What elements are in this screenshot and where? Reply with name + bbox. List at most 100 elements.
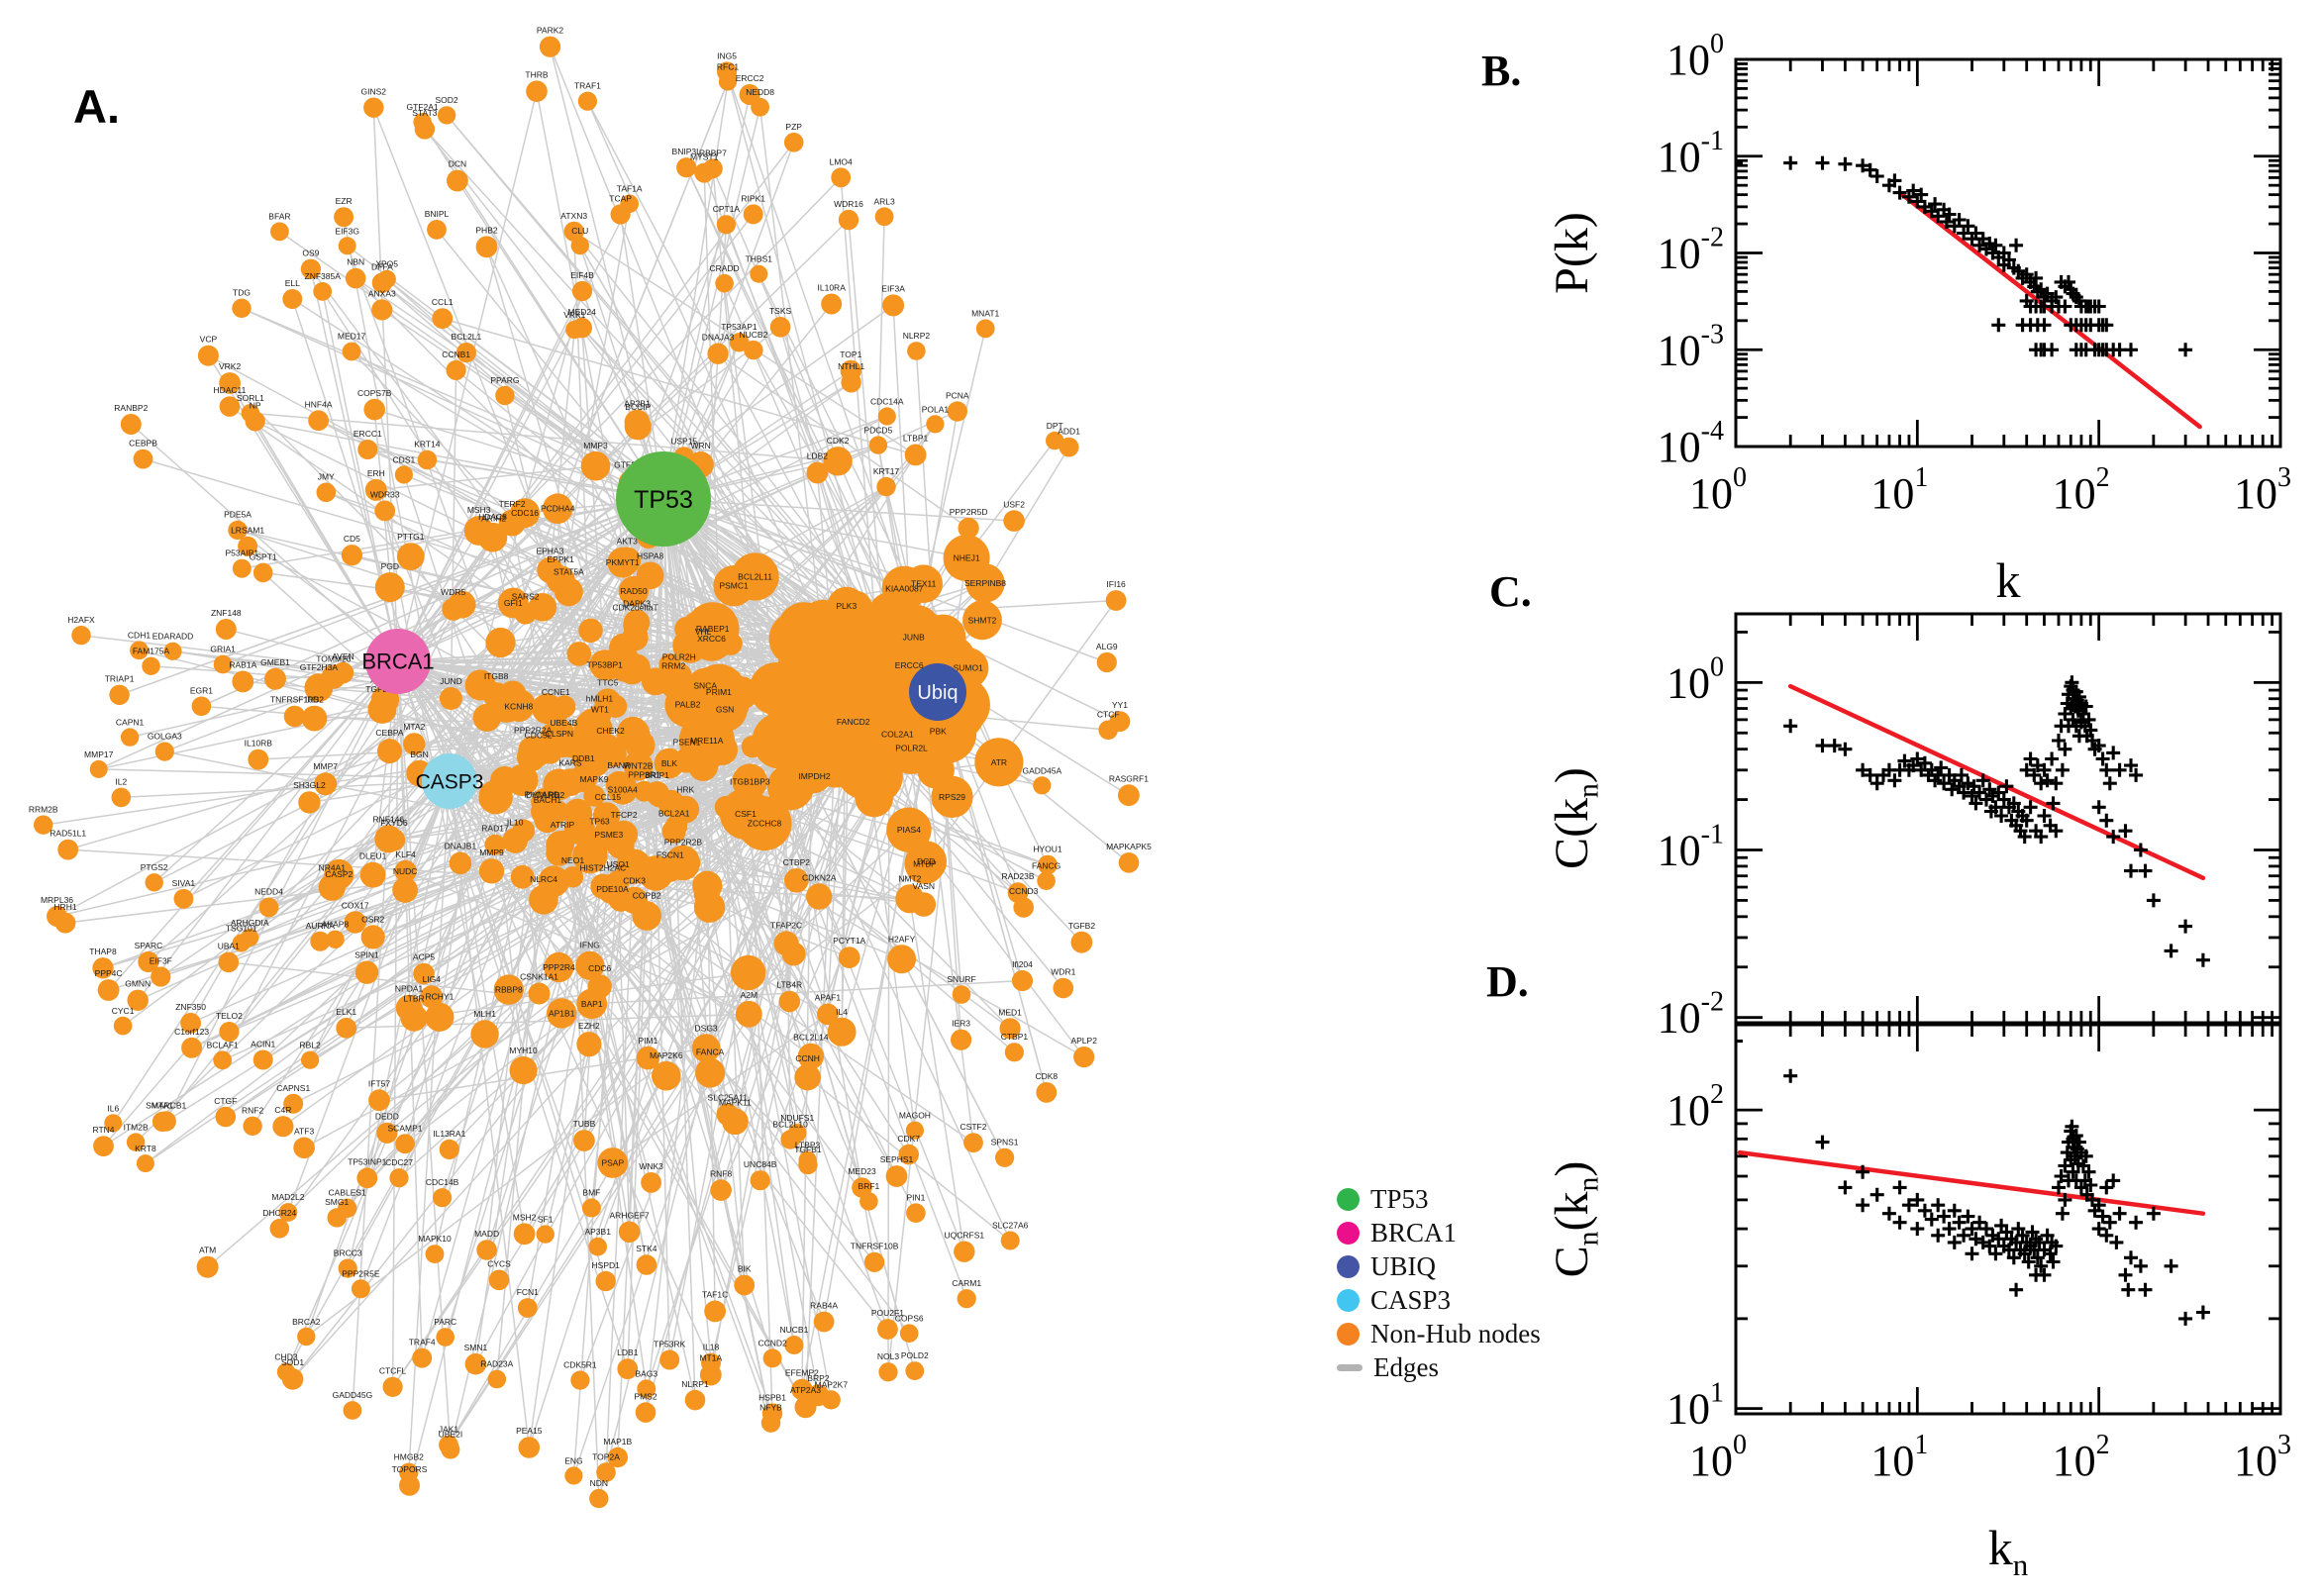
panel-c-label: C. xyxy=(1489,567,1532,616)
svg-text:THBS1: THBS1 xyxy=(746,254,773,264)
svg-text:NLRP2: NLRP2 xyxy=(903,331,931,341)
svg-text:AVEN: AVEN xyxy=(332,651,354,661)
svg-text:PPP2R5D: PPP2R5D xyxy=(950,507,988,517)
svg-text:NDN: NDN xyxy=(590,1478,608,1488)
svg-text:SUMO1: SUMO1 xyxy=(954,663,984,673)
svg-text:ELK1: ELK1 xyxy=(336,1007,356,1017)
svg-text:EIF3F: EIF3F xyxy=(150,955,172,965)
svg-text:MYH10: MYH10 xyxy=(509,1046,538,1055)
svg-text:SLC27A6: SLC27A6 xyxy=(992,1221,1029,1231)
svg-text:NUCB2: NUCB2 xyxy=(739,330,767,340)
svg-text:ATF3: ATF3 xyxy=(294,1127,314,1137)
svg-text:GFI1: GFI1 xyxy=(504,598,523,608)
svg-text:VRK2: VRK2 xyxy=(219,361,241,371)
svg-text:MMP9: MMP9 xyxy=(479,848,504,857)
svg-text:P(k): P(k) xyxy=(1546,212,1598,294)
svg-text:100: 100 xyxy=(1689,462,1747,518)
svg-text:BAP1: BAP1 xyxy=(581,999,603,1009)
svg-text:NDUFS1: NDUFS1 xyxy=(780,1113,814,1123)
svg-text:PCDHA4: PCDHA4 xyxy=(541,504,575,514)
svg-text:WNT2B: WNT2B xyxy=(624,761,654,771)
svg-text:MED1: MED1 xyxy=(998,1007,1022,1017)
svg-text:RBBP7: RBBP7 xyxy=(699,148,727,157)
svg-text:MAPK11: MAPK11 xyxy=(719,1097,752,1107)
svg-text:GADD45A: GADD45A xyxy=(1022,765,1061,775)
svg-text:PIM1: PIM1 xyxy=(638,1036,657,1046)
edge-line-swatch xyxy=(1337,1363,1363,1371)
svg-text:CARM1: CARM1 xyxy=(952,1278,981,1288)
svg-text:PIAS4: PIAS4 xyxy=(897,825,921,835)
svg-text:CAPN1: CAPN1 xyxy=(116,717,145,727)
svg-text:CTCFL: CTCFL xyxy=(379,1366,407,1376)
svg-text:CRADD: CRADD xyxy=(709,263,739,273)
svg-text:IL18: IL18 xyxy=(703,1343,720,1352)
svg-text:GTF2H4: GTF2H4 xyxy=(614,459,647,469)
svg-text:UNC84B: UNC84B xyxy=(744,1159,777,1169)
svg-text:DCD: DCD xyxy=(917,856,935,866)
svg-text:FCN1: FCN1 xyxy=(517,1287,539,1297)
svg-text:WDR16: WDR16 xyxy=(834,199,863,209)
svg-text:RABEP1: RABEP1 xyxy=(696,624,730,634)
plot-panel-C: 100 10-1 10-2 C(kn​) xyxy=(1546,612,2282,1043)
svg-text:Ubiq: Ubiq xyxy=(917,682,958,704)
legend-label: TP53 xyxy=(1370,1183,1429,1214)
legend-item-ubiq: UBIQ xyxy=(1337,1249,1541,1283)
svg-text:BCL2L11: BCL2L11 xyxy=(738,572,772,582)
svg-text:HYOU1: HYOU1 xyxy=(1033,845,1062,854)
svg-text:RASGRF1: RASGRF1 xyxy=(1109,773,1149,783)
svg-text:101: 101 xyxy=(1666,1378,1724,1434)
svg-text:SPNS1: SPNS1 xyxy=(991,1138,1019,1147)
svg-text:GTF2H3A: GTF2H3A xyxy=(300,662,339,672)
svg-text:101: 101 xyxy=(1870,462,1928,518)
svg-text:DYNLRB2: DYNLRB2 xyxy=(526,790,564,800)
svg-text:H2AFY: H2AFY xyxy=(888,934,916,944)
svg-text:TP53RK: TP53RK xyxy=(654,1340,685,1349)
svg-text:FAM175A: FAM175A xyxy=(133,647,170,656)
svg-text:HIST2H2AC: HIST2H2AC xyxy=(580,863,627,873)
svg-text:EPHA3: EPHA3 xyxy=(536,547,563,556)
svg-text:EFEMP2: EFEMP2 xyxy=(785,1368,819,1378)
svg-text:10-1: 10-1 xyxy=(1658,126,1724,181)
svg-text:ATRIP: ATRIP xyxy=(551,820,575,830)
svg-text:SOD1: SOD1 xyxy=(281,1357,304,1367)
svg-text:BLK: BLK xyxy=(661,758,677,768)
svg-text:RAD17: RAD17 xyxy=(481,824,509,834)
svg-text:TUBB: TUBB xyxy=(573,1119,596,1129)
svg-text:SOD2: SOD2 xyxy=(436,95,458,105)
legend-item-casp3: CASP3 xyxy=(1337,1283,1541,1317)
svg-text:BRCA1: BRCA1 xyxy=(361,649,434,674)
svg-text:RAD23A: RAD23A xyxy=(480,1359,513,1369)
svg-text:UBE4B: UBE4B xyxy=(550,718,577,728)
svg-text:CDK2: CDK2 xyxy=(827,436,850,446)
legend-item-edges: Edges xyxy=(1337,1350,1541,1384)
svg-text:IMPDH2: IMPDH2 xyxy=(798,771,830,781)
svg-text:HMGB2: HMGB2 xyxy=(394,1452,425,1462)
svg-text:MED23: MED23 xyxy=(848,1166,876,1176)
svg-text:GMNN: GMNN xyxy=(125,979,151,989)
panel-d-label: D. xyxy=(1486,957,1529,1006)
svg-text:IL10: IL10 xyxy=(507,817,524,827)
legend-item-tp53: TP53 xyxy=(1337,1182,1541,1216)
svg-text:RAB4A: RAB4A xyxy=(810,1301,838,1311)
svg-text:MT1A: MT1A xyxy=(699,1353,722,1363)
svg-text:STAT3: STAT3 xyxy=(412,108,437,118)
svg-text:FSCN1: FSCN1 xyxy=(656,849,684,859)
svg-text:TNFRSF10B: TNFRSF10B xyxy=(851,1242,899,1251)
svg-text:PPP2R2B: PPP2R2B xyxy=(664,838,703,848)
svg-text:EPPK1: EPPK1 xyxy=(547,554,574,564)
svg-text:BCCIP: BCCIP xyxy=(625,402,651,412)
svg-text:MED24: MED24 xyxy=(568,307,597,317)
svg-text:CDC6: CDC6 xyxy=(588,963,611,973)
svg-text:RTN4: RTN4 xyxy=(92,1125,114,1135)
svg-text:RRM2: RRM2 xyxy=(661,661,685,671)
svg-text:RIPK1: RIPK1 xyxy=(741,193,765,203)
svg-text:RPS29: RPS29 xyxy=(939,792,965,802)
svg-text:NFYB: NFYB xyxy=(759,1403,782,1413)
svg-text:LIG4: LIG4 xyxy=(423,974,442,984)
svg-text:PRIM1: PRIM1 xyxy=(706,687,732,697)
svg-text:TOPORS: TOPORS xyxy=(392,1464,428,1474)
svg-text:APAF1: APAF1 xyxy=(815,993,842,1003)
svg-text:EIF3G: EIF3G xyxy=(335,226,359,236)
